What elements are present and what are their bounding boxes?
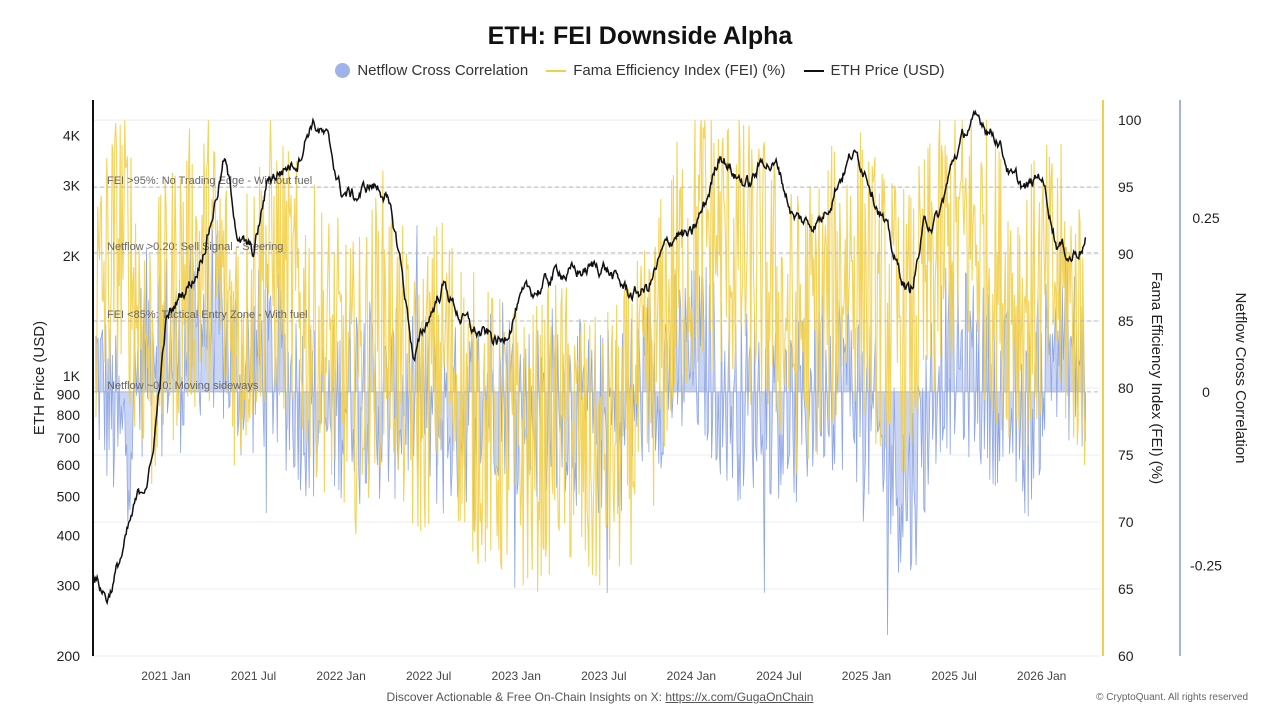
x-tick-label: 2025 Jan (842, 669, 891, 683)
left-tick-label: 1K (63, 368, 81, 384)
left-tick-label: 600 (57, 457, 81, 473)
copyright: © CryptoQuant. All rights reserved (1096, 692, 1248, 703)
left-tick-label: 700 (57, 430, 81, 446)
legend-item-fei[interactable]: Fama Efficiency Index (FEI) (%) (546, 62, 786, 79)
left-tick-label: 500 (57, 489, 81, 505)
left-axis-title: ETH Price (USD) (31, 321, 48, 435)
footer-text: Discover Actionable & Free On-Chain Insi… (386, 690, 663, 704)
fei-tick-label: 85 (1118, 313, 1134, 329)
x-tick-label: 2024 Jan (667, 669, 716, 683)
x-tick-label: 2023 Jan (492, 669, 541, 683)
fei-axis-title: Fama Efficiency Index (FEI) (%) (1148, 272, 1165, 484)
netflow-tick-label: -0.25 (1190, 558, 1222, 574)
legend-netflow-label: Netflow Cross Correlation (357, 62, 529, 79)
footer: Discover Actionable & Free On-Chain Insi… (0, 690, 1200, 704)
legend-eth-label: ETH Price (USD) (830, 62, 945, 79)
chart-legend: Netflow Cross Correlation Fama Efficienc… (0, 62, 1280, 79)
fei-tick-label: 65 (1118, 581, 1134, 597)
left-tick-label: 4K (63, 127, 81, 143)
x-tick-label: 2021 Jul (231, 669, 276, 683)
fei-line (95, 120, 1086, 592)
left-tick-label: 900 (57, 387, 81, 403)
legend-fei-label: Fama Efficiency Index (FEI) (%) (573, 62, 786, 79)
reference-label: FEI >95%: No Trading Edge - Without fuel (107, 175, 312, 187)
fei-tick-label: 100 (1118, 112, 1142, 128)
fei-tick-label: 70 (1118, 514, 1134, 530)
left-tick-label: 3K (63, 177, 81, 193)
eth-price-series (92, 109, 1087, 606)
x-tick-label: 2022 Jul (406, 669, 451, 683)
axes: 2003004005006007008009001K2K3K4K60657075… (31, 100, 1249, 683)
legend-eth-swatch (803, 69, 824, 72)
fei-tick-label: 75 (1118, 447, 1134, 463)
netflow-tick-label: 0.25 (1192, 210, 1219, 226)
x-tick-label: 2023 Jul (581, 669, 626, 683)
fei-tick-label: 60 (1118, 648, 1134, 664)
chart-title: ETH: FEI Downside Alpha (487, 22, 793, 50)
left-tick-label: 800 (57, 407, 81, 423)
x-tick-label: 2022 Jan (316, 669, 365, 683)
x-tick-label: 2026 Jan (1017, 669, 1066, 683)
reference-label: FEI <85%: Tactical Entry Zone - With fue… (107, 309, 308, 321)
reference-label: Netflow ~0.0: Moving sideways (107, 380, 259, 392)
fei-tick-label: 80 (1118, 380, 1134, 396)
legend-item-netflow[interactable]: Netflow Cross Correlation (335, 62, 528, 79)
footer-link[interactable]: https://x.com/GugaOnChain (665, 690, 814, 704)
legend-item-eth-price[interactable]: ETH Price (USD) (803, 62, 945, 79)
left-tick-label: 400 (57, 528, 81, 544)
legend-fei-swatch (546, 69, 567, 72)
left-tick-label: 200 (57, 648, 81, 664)
legend-netflow-swatch (335, 63, 351, 78)
fei-tick-label: 95 (1118, 179, 1134, 195)
left-tick-label: 300 (57, 578, 81, 594)
fei-tick-label: 90 (1118, 246, 1134, 262)
left-tick-label: 2K (63, 248, 81, 264)
reference-lines: FEI >95%: No Trading Edge - Without fuel… (93, 175, 1100, 393)
x-tick-label: 2021 Jan (141, 669, 190, 683)
fei-series (95, 120, 1086, 592)
eth-price-line (92, 109, 1087, 606)
reference-label: Netflow >0.20: Sell Signal - Steering (107, 241, 283, 253)
x-tick-label: 2024 Jul (756, 669, 801, 683)
x-tick-label: 2025 Jul (931, 669, 976, 683)
netflow-tick-label: 0 (1202, 384, 1210, 400)
netflow-axis-title: Netflow Cross Correlation (1232, 293, 1249, 464)
